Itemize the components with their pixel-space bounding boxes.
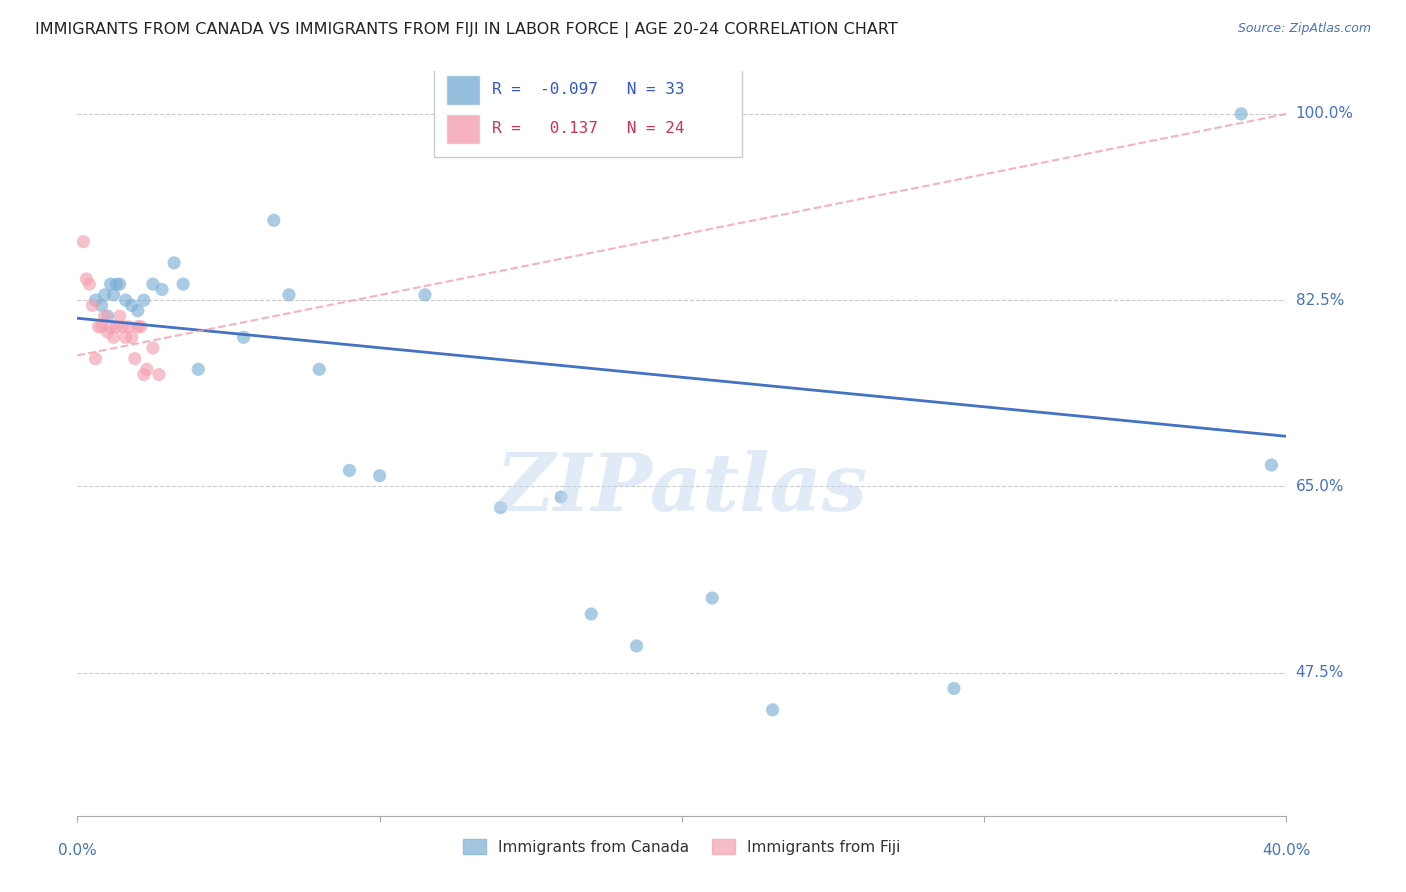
Text: IMMIGRANTS FROM CANADA VS IMMIGRANTS FROM FIJI IN LABOR FORCE | AGE 20-24 CORREL: IMMIGRANTS FROM CANADA VS IMMIGRANTS FRO… — [35, 22, 898, 38]
Point — [114, 330, 136, 344]
Point — [121, 298, 143, 312]
Point — [118, 319, 141, 334]
Point — [121, 330, 143, 344]
Point — [90, 319, 112, 334]
Point — [96, 325, 118, 339]
Point — [148, 368, 170, 382]
Point — [84, 351, 107, 366]
Text: 0.0%: 0.0% — [58, 843, 97, 858]
Point — [108, 277, 131, 292]
Point — [626, 639, 648, 653]
Point — [132, 293, 155, 307]
Point — [172, 277, 194, 292]
Point — [105, 319, 128, 334]
Point — [105, 277, 128, 292]
Legend: Immigrants from Canada, Immigrants from Fiji: Immigrants from Canada, Immigrants from … — [457, 832, 907, 861]
Point — [413, 288, 436, 302]
Point — [187, 362, 209, 376]
Point — [337, 463, 360, 477]
Text: 82.5%: 82.5% — [1295, 293, 1344, 308]
Point — [100, 277, 122, 292]
Point — [108, 309, 131, 323]
FancyBboxPatch shape — [446, 75, 479, 105]
Point — [90, 298, 112, 312]
Point — [100, 319, 122, 334]
Point — [96, 309, 118, 323]
Point — [124, 351, 146, 366]
Point — [142, 341, 165, 355]
Point — [127, 303, 149, 318]
Point — [93, 288, 115, 302]
Text: 65.0%: 65.0% — [1295, 479, 1344, 494]
Point — [87, 319, 110, 334]
Point — [103, 288, 125, 302]
Point — [82, 298, 104, 312]
Point — [79, 277, 101, 292]
Text: Source: ZipAtlas.com: Source: ZipAtlas.com — [1237, 22, 1371, 36]
Point — [129, 319, 152, 334]
Point — [1260, 458, 1282, 472]
Point — [550, 490, 572, 504]
Point — [163, 256, 186, 270]
Point — [72, 235, 94, 249]
Point — [263, 213, 285, 227]
Text: R =   0.137   N = 24: R = 0.137 N = 24 — [492, 121, 685, 136]
Point — [702, 591, 724, 605]
Point — [1230, 107, 1253, 121]
Point — [132, 368, 155, 382]
Point — [135, 362, 157, 376]
Point — [114, 293, 136, 307]
Text: 40.0%: 40.0% — [1263, 843, 1310, 858]
Point — [762, 703, 785, 717]
Point — [93, 309, 115, 323]
Text: 47.5%: 47.5% — [1295, 665, 1344, 680]
Point — [232, 330, 254, 344]
Point — [75, 272, 97, 286]
Point — [489, 500, 512, 515]
FancyBboxPatch shape — [446, 114, 479, 144]
Point — [103, 330, 125, 344]
Point — [581, 607, 603, 621]
Text: ZIPatlas: ZIPatlas — [496, 450, 868, 527]
Point — [127, 319, 149, 334]
Point — [368, 468, 391, 483]
Point — [150, 283, 173, 297]
FancyBboxPatch shape — [434, 68, 742, 157]
Point — [111, 319, 134, 334]
Point — [84, 293, 107, 307]
Point — [942, 681, 965, 696]
Point — [142, 277, 165, 292]
Point — [278, 288, 301, 302]
Text: 100.0%: 100.0% — [1295, 106, 1354, 121]
Text: R =  -0.097   N = 33: R = -0.097 N = 33 — [492, 82, 685, 97]
Point — [308, 362, 330, 376]
